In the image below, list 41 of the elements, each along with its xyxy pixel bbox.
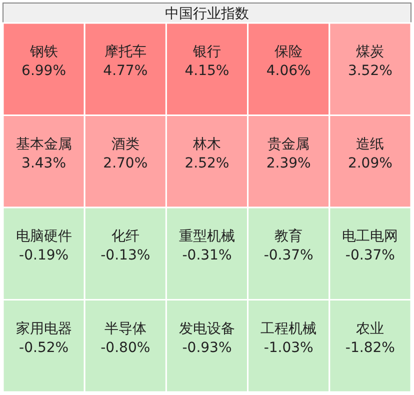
category-label: 半导体: [104, 320, 146, 337]
category-label: 贵金属: [268, 136, 310, 152]
data-label: -0.37%: [264, 248, 314, 264]
data-label: 4.77%: [103, 63, 148, 80]
data-label: -0.52%: [19, 340, 69, 356]
category-label: 林木: [192, 136, 221, 152]
data-label: 2.52%: [184, 155, 230, 172]
category-label: 电工电网: [342, 228, 398, 245]
category-label: 化纤: [111, 228, 140, 245]
category-label: 教育: [274, 228, 303, 245]
category-label: 保险: [274, 44, 303, 60]
data-label: -0.37%: [345, 248, 395, 264]
data-label: 6.99%: [22, 63, 66, 80]
data-label: 3.43%: [22, 155, 66, 172]
data-label: -1.82%: [345, 340, 395, 356]
data-label: -0.13%: [100, 248, 150, 264]
category-label: 钢铁: [28, 44, 58, 60]
data-label: 2.70%: [103, 155, 148, 172]
data-label: 3.52%: [348, 63, 392, 80]
data-label: -0.80%: [100, 340, 150, 356]
text: 中国行业指数: [165, 6, 249, 22]
data-label: -0.31%: [182, 248, 232, 264]
category-label: 家用电器: [16, 320, 72, 337]
category-label: 重型机械: [179, 228, 235, 245]
category-label: 造纸: [356, 136, 384, 152]
data-label: -0.19%: [19, 248, 69, 264]
category-label: 基本金属: [16, 136, 72, 152]
data-label: 4.06%: [266, 63, 311, 80]
data-label: -0.93%: [182, 340, 232, 356]
data-label: 4.15%: [184, 63, 230, 80]
data-label: -1.03%: [264, 340, 314, 356]
category-label: 电脑硬件: [16, 228, 72, 245]
data-label: 2.39%: [266, 155, 311, 172]
category-label: 农业: [356, 320, 384, 337]
data-label: 2.09%: [348, 155, 392, 172]
category-label: 发电设备: [179, 320, 235, 337]
category-label: 摩托车: [104, 44, 146, 60]
category-label: 煤炭: [356, 44, 384, 60]
category-label: 酒类: [111, 136, 140, 152]
category-label: 银行: [192, 44, 221, 60]
category-label: 工程机械: [260, 320, 317, 337]
